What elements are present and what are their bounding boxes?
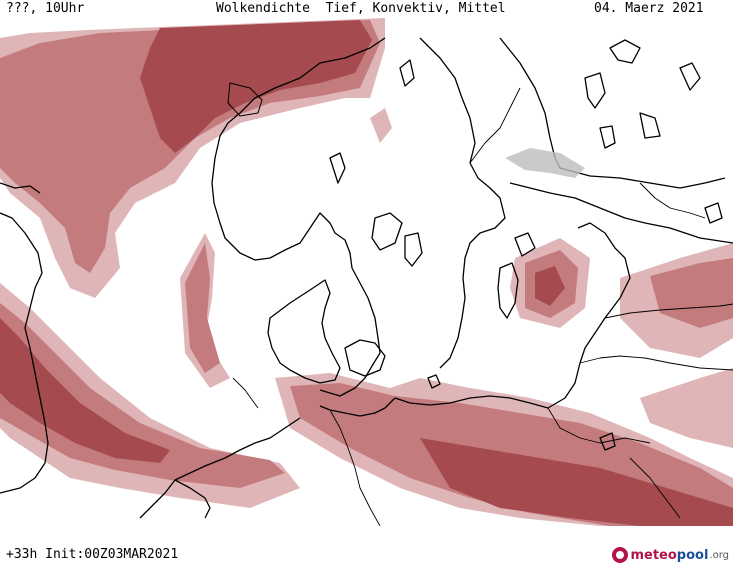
cloud-layer-dense <box>0 20 733 526</box>
coastlines <box>0 37 733 526</box>
logo-text-pool: pool <box>676 547 709 563</box>
logo-text-org: .org <box>709 549 729 561</box>
logo-text-meteo: meteo <box>630 547 677 563</box>
map-footer: +33h Init:00Z03MAR2021 meteo pool .org <box>0 526 733 566</box>
forecast-date: 04. Maerz 2021 <box>594 1 704 16</box>
sea-ice-speckle <box>505 148 585 178</box>
map-title: Wolkendichte Tief, Konvektiv, Mittel <box>216 1 506 16</box>
logo-icon <box>612 547 629 563</box>
run-info: +33h Init:00Z03MAR2021 <box>6 547 179 562</box>
valid-time-label: ???, 10Uhr <box>6 1 85 16</box>
cloud-density-map <box>0 18 733 526</box>
meteopool-logo[interactable]: meteo pool .org <box>612 545 729 565</box>
